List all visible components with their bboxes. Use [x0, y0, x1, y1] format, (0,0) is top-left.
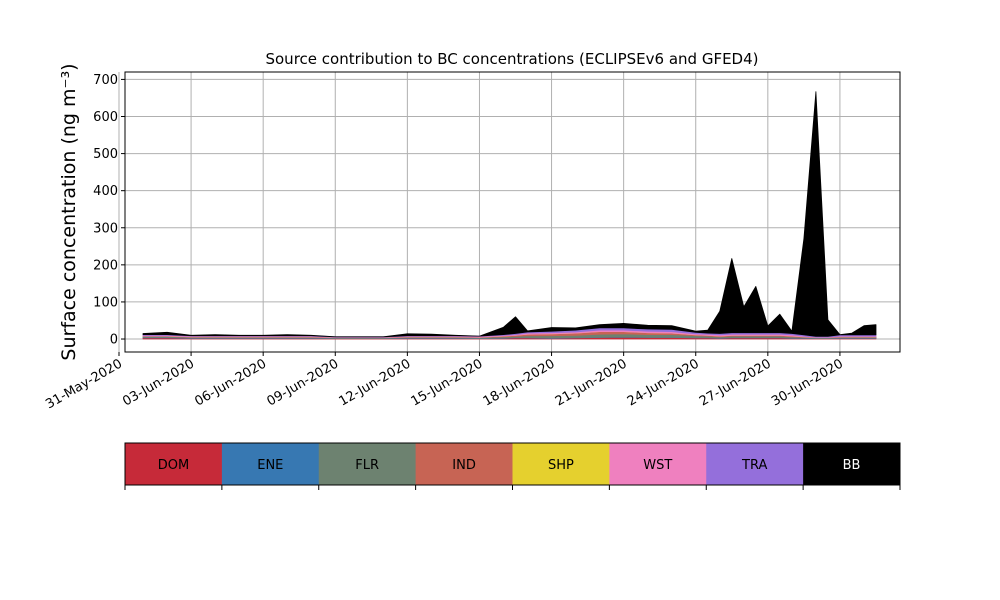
y-tick-label: 500 [93, 147, 118, 162]
grid [118, 72, 900, 352]
x-tick-label: 09-Jun-2020 [264, 356, 341, 409]
area-series-bb [142, 91, 877, 338]
y-axis-label: Surface concentration (ng m⁻³) [58, 63, 80, 360]
y-tick-label: 100 [93, 295, 118, 310]
legend-swatch-bb [803, 443, 901, 485]
plot-frame [124, 71, 901, 353]
y-tick-label: 200 [93, 258, 118, 273]
legend-label-ind: IND [452, 458, 476, 473]
x-tick-label: 12-Jun-2020 [337, 356, 414, 409]
legend-swatch-ind [415, 443, 513, 485]
x-tick-label: 06-Jun-2020 [192, 356, 269, 409]
x-tick-label: 15-Jun-2020 [409, 356, 486, 409]
legend-swatch-wst [609, 443, 707, 485]
legend-label-bb: BB [843, 458, 861, 473]
legend-label-wst: WST [643, 458, 672, 473]
x-tick-label: 27-Jun-2020 [697, 356, 774, 409]
y-tick-label: 600 [93, 110, 118, 125]
x-tick-label: 30-Jun-2020 [769, 356, 846, 409]
x-tick-label: 21-Jun-2020 [553, 356, 630, 409]
legend-colorbar: DOM ENE FLR IND SHP WST TRA BB [124, 442, 901, 490]
legend-label-ene: ENE [257, 458, 283, 473]
y-tick-label: 700 [93, 73, 118, 88]
x-tick-label: 18-Jun-2020 [481, 356, 558, 409]
y-axis: 0 100 200 300 400 500 600 700 [93, 73, 125, 348]
chart-title: Source contribution to BC concentrations… [265, 50, 758, 68]
x-tick-label: 03-Jun-2020 [120, 356, 197, 409]
legend-swatch-dom [125, 443, 223, 485]
y-tick-label: 300 [93, 221, 118, 236]
legend-label-tra: TRA [741, 458, 767, 473]
legend-label-flr: FLR [355, 458, 379, 473]
legend-label-dom: DOM [158, 458, 189, 473]
stacked-areas [142, 91, 877, 340]
x-tick-label: 24-Jun-2020 [625, 356, 702, 409]
y-tick-label: 400 [93, 184, 118, 199]
legend-swatch-shp [512, 443, 610, 485]
legend-swatch-flr [318, 443, 417, 485]
x-axis: 31-May-202003-Jun-202006-Jun-202009-Jun-… [43, 352, 846, 412]
legend-label-shp: SHP [548, 458, 574, 473]
x-tick-label: 31-May-2020 [43, 356, 125, 412]
legend-swatch-tra [706, 443, 804, 485]
y-tick-label: 0 [110, 333, 118, 348]
legend-swatch-ene [221, 443, 320, 485]
